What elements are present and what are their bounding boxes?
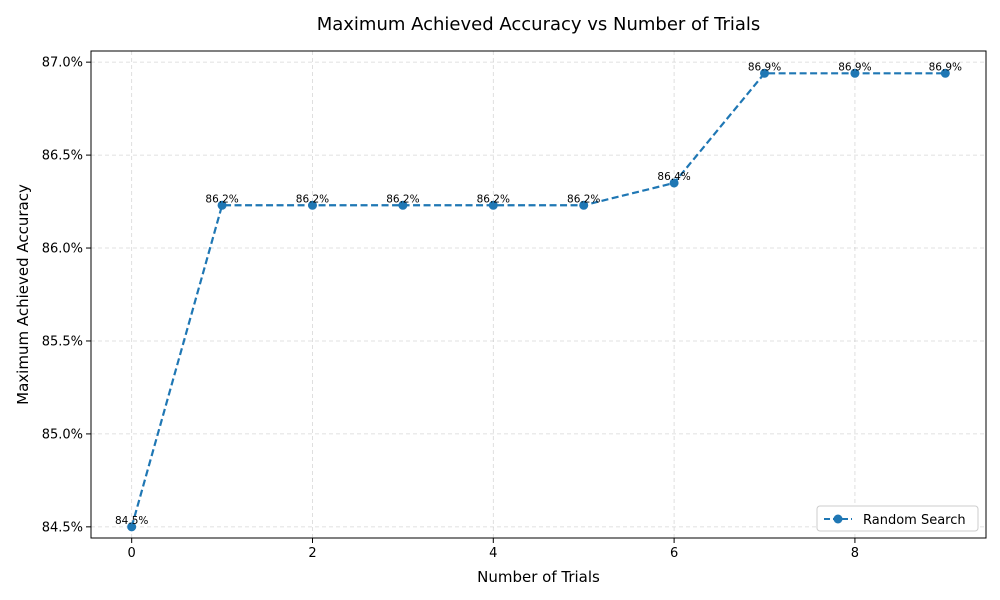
data-label: 84.5% [115,515,148,527]
legend-label: Random Search [863,513,966,528]
x-tick-label: 0 [128,546,136,561]
plot-frame [90,50,987,539]
x-tick-label: 4 [489,546,497,561]
data-point [217,200,227,210]
data-point [488,200,498,210]
y-tick-label: 86.0% [42,242,83,257]
data-labels: 84.5% 86.2% 86.2% 86.2% 86.2% 86.2% 86.4% 86.9%… [115,61,962,527]
data-label: 86.2% [296,193,329,205]
legend: Random Search [816,505,979,532]
axes [90,50,987,539]
series-layer [127,68,950,532]
y-tick-label: 84.5% [42,520,83,535]
data-point [669,178,679,188]
data-label: 86.2% [477,193,510,205]
chart-title: Maximum Achieved Accuracy vs Number of T… [317,14,761,35]
data-point [760,68,770,78]
x-tick-label: 2 [308,546,316,561]
y-tick-label: 86.5% [42,149,83,164]
data-point [398,200,408,210]
y-tick-label: 87.0% [42,56,83,71]
data-point [127,522,137,532]
data-label: 86.4% [657,171,690,183]
data-label: 86.9% [929,61,962,73]
data-point [579,200,589,210]
data-label: 86.9% [748,61,781,73]
grid [91,51,986,538]
series-line [130,72,946,528]
x-axis-label: Number of Trials [477,568,600,586]
legend-marker-swatch [833,514,843,524]
x-axis-ticks: 0 2 4 6 8 [128,538,859,561]
data-label: 86.2% [567,193,600,205]
data-label: 86.9% [838,61,871,73]
y-tick-label: 85.0% [42,427,83,442]
x-tick-label: 8 [851,546,859,561]
y-tick-label: 85.5% [42,334,83,349]
data-point [940,68,950,78]
y-axis-ticks: 84.5% 85.0% 85.5% 86.0% 86.5% 87.0% [42,56,91,535]
legend-box [816,505,979,532]
data-label: 86.2% [205,193,238,205]
data-label: 86.2% [386,193,419,205]
data-point [850,68,860,78]
x-tick-label: 6 [670,546,678,561]
y-axis-label: Maximum Achieved Accuracy [14,184,32,405]
data-point [307,200,317,210]
